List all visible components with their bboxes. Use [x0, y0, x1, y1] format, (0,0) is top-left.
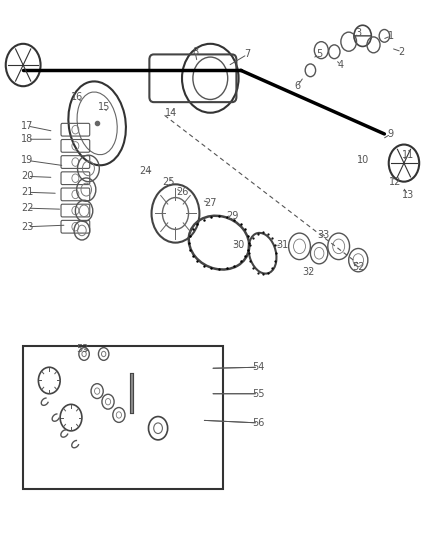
Text: 26: 26 — [176, 187, 188, 197]
Text: 16: 16 — [71, 92, 84, 102]
Text: 22: 22 — [21, 203, 34, 213]
Text: 11: 11 — [402, 150, 414, 160]
Text: 32: 32 — [302, 267, 314, 277]
Text: 9: 9 — [388, 129, 394, 139]
Text: 12: 12 — [389, 176, 402, 187]
Text: 5: 5 — [316, 50, 322, 59]
Text: 2: 2 — [399, 47, 405, 56]
Bar — [23, 346, 223, 489]
Text: 33: 33 — [317, 230, 329, 240]
Text: 29: 29 — [226, 211, 238, 221]
Text: 21: 21 — [21, 187, 34, 197]
Text: 24: 24 — [139, 166, 151, 176]
Text: 1: 1 — [388, 31, 394, 41]
Text: 20: 20 — [21, 172, 34, 181]
Text: 19: 19 — [21, 156, 34, 165]
Text: 27: 27 — [204, 198, 216, 208]
Text: 31: 31 — [276, 240, 288, 251]
Text: 55: 55 — [252, 389, 265, 399]
Text: 3: 3 — [355, 28, 361, 38]
Text: 18: 18 — [21, 134, 34, 144]
Text: 30: 30 — [233, 240, 245, 251]
Text: 7: 7 — [244, 50, 251, 59]
Text: 6: 6 — [294, 81, 300, 91]
Text: 14: 14 — [165, 108, 177, 118]
Text: 23: 23 — [21, 222, 34, 232]
Text: 56: 56 — [252, 418, 265, 428]
Text: 25: 25 — [162, 176, 175, 187]
Text: 53: 53 — [76, 344, 88, 354]
Text: 15: 15 — [98, 102, 110, 112]
Text: 4: 4 — [338, 60, 344, 70]
Text: 10: 10 — [357, 156, 369, 165]
Text: 8: 8 — [192, 47, 198, 56]
Text: 54: 54 — [252, 362, 265, 372]
Text: 13: 13 — [402, 190, 414, 200]
Text: 52: 52 — [352, 262, 364, 271]
Text: 17: 17 — [21, 121, 34, 131]
